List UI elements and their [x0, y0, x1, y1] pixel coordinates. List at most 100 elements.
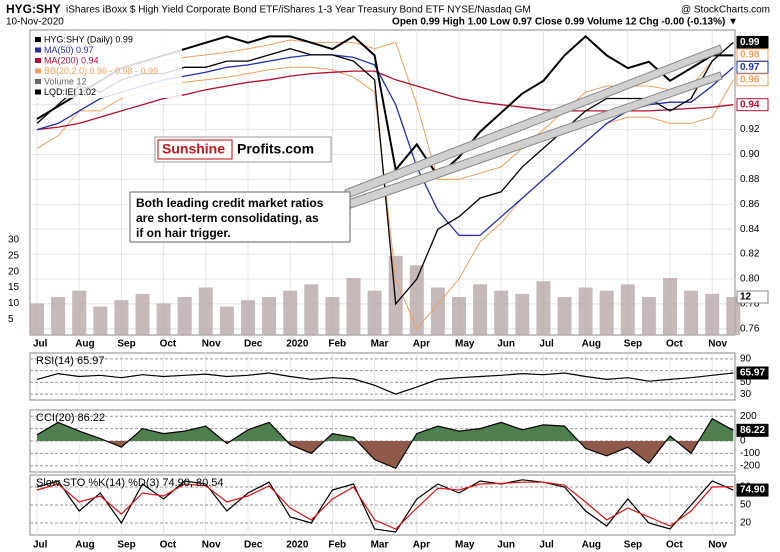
value-badge-label: 0.94 [740, 99, 760, 110]
volume-bar [325, 297, 340, 335]
x-tick-label: Apr [413, 339, 430, 350]
volume-bar [663, 278, 677, 335]
x-tick-label: Jul [539, 540, 554, 551]
legend-entry: BB(20,2.0) 0.96 - 0.98 - 0.99 [44, 66, 158, 76]
x-tick-label: 2020 [286, 339, 309, 350]
volume-bar [219, 306, 234, 335]
y-tick-label: 20 [740, 518, 752, 529]
x-tick-label: Oct [160, 540, 177, 551]
y-tick-label: 0.78 [740, 299, 760, 310]
volume-bar [388, 255, 403, 335]
legend-entry: LQD:IEI 1.02 [44, 87, 96, 97]
legend-swatch [35, 68, 41, 74]
panel-title: RSI(14) 65.97 [36, 355, 104, 367]
x-tick-label: Sep [117, 339, 135, 350]
y-tick-label: 0 [740, 436, 746, 447]
indicator-line [36, 372, 734, 395]
volume-bar [135, 293, 150, 335]
volume-bar [641, 297, 656, 335]
x-tick-label: Sep [624, 339, 642, 350]
volume-tick-label: 25 [8, 250, 20, 261]
volume-bar [726, 297, 741, 335]
indicator-line [36, 479, 734, 533]
volume-bar [430, 287, 445, 335]
x-tick-label: Aug [582, 339, 601, 350]
value-badge-label: 0.96 [740, 74, 760, 85]
x-tick-label: Jun [497, 540, 515, 551]
value-badge [736, 290, 769, 304]
x-tick-label: Jul [539, 339, 554, 350]
legend-entry: MA(50) 0.97 [44, 45, 94, 55]
x-tick-label: Mar [371, 339, 389, 350]
volume-bar [473, 284, 488, 335]
volume-bar [93, 306, 108, 335]
value-badge-label: 12 [740, 292, 752, 303]
legend-entry: HYG:SHY (Daily) 0.99 [44, 34, 133, 44]
y-tick-label: -100 [740, 448, 760, 459]
note-box [129, 191, 351, 243]
volume-bar [30, 303, 44, 335]
x-tick-label: Jul [33, 339, 48, 350]
volume-bar [304, 284, 319, 335]
volume-bar [198, 287, 213, 335]
y-tick-label: 0.84 [740, 224, 760, 235]
plot-layer: HYG:SHY iShares iBoxx $ High Yield Corpo… [6, 2, 770, 550]
cci-area-positive [37, 418, 734, 441]
note-line: Both leading credit market ratios [136, 196, 324, 210]
value-badge-label: 86.22 [740, 425, 765, 436]
volume-tick-label: 10 [8, 298, 20, 309]
volume-bar [241, 300, 255, 335]
volume-bar [494, 290, 509, 335]
value-badge [736, 366, 769, 380]
x-tick-label: Nov [202, 540, 221, 551]
legend-swatch [35, 47, 41, 53]
volume-bar [72, 290, 87, 335]
x-tick-label: Aug [75, 339, 94, 350]
x-tick-label: Feb [328, 339, 346, 350]
x-tick-label: May [455, 540, 475, 551]
logo-black: Profits.com [237, 141, 314, 157]
value-badge-label: 0.99 [740, 37, 760, 48]
panel-frame [29, 352, 736, 401]
quote: Open 0.99 High 1.00 Low 0.97 Close 0.99 … [392, 17, 738, 28]
volume-bar [620, 284, 635, 335]
y-tick-label: 0.80 [740, 274, 760, 285]
note-line: if on hair trigger. [136, 226, 231, 240]
x-tick-label: Aug [582, 540, 601, 551]
volume-bar [578, 287, 593, 335]
y-tick-label: 50 [740, 377, 752, 388]
volume-bar [409, 265, 424, 335]
annotation-layer: Sunshine Profits.com Both leading credit… [129, 44, 723, 243]
legend-swatch [35, 79, 41, 84]
x-tick-label: 2020 [286, 540, 309, 551]
volume-tick-label: 15 [8, 282, 20, 293]
volume-bar [262, 297, 277, 335]
volume-bar [515, 293, 530, 335]
note-line: are short-term consolidating, as [136, 211, 319, 225]
value-badge-label: 0.97 [740, 62, 760, 73]
x-tick-label: Jun [497, 339, 515, 350]
volume-bar [156, 303, 171, 335]
volume-bar [557, 297, 572, 335]
legend-swatch [35, 37, 41, 42]
legend-entry: Volume 12 [44, 76, 87, 86]
x-tick-label: Apr [413, 540, 430, 551]
legend-swatch [35, 58, 41, 63]
value-badge [736, 423, 769, 437]
x-tick-label: Oct [666, 339, 683, 350]
volume-bar [51, 297, 66, 335]
y-tick-label: 0.90 [740, 149, 760, 160]
x-tick-label: May [455, 339, 475, 350]
x-tick-label: Feb [328, 540, 346, 551]
y-tick-label: 90 [740, 354, 752, 365]
x-tick-label: Oct [160, 339, 177, 350]
legend-entry: MA(200) 0.94 [44, 55, 99, 65]
x-tick-label: Aug [75, 540, 94, 551]
volume-bar [346, 278, 361, 335]
description: iShares iBoxx $ High Yield Corporate Bon… [66, 5, 531, 16]
volume-bar [283, 290, 298, 335]
date: 10-Nov-2020 [6, 17, 64, 28]
volume-tick-label: 5 [8, 314, 14, 325]
x-tick-label: Sep [117, 540, 135, 551]
